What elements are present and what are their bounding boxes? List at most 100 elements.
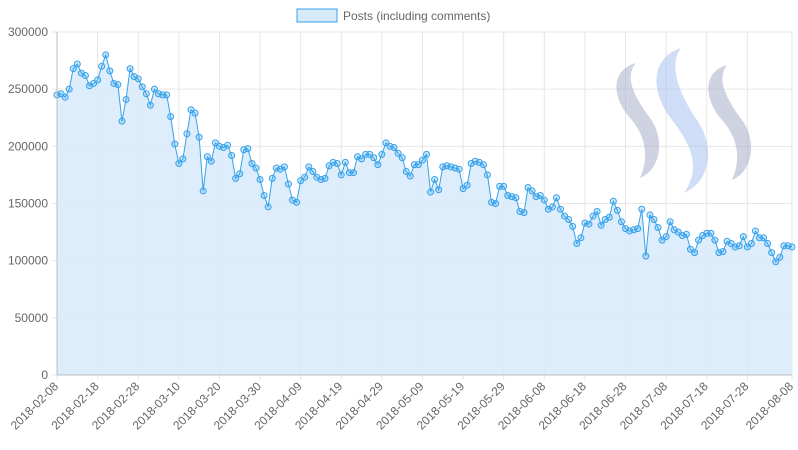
data-point[interactable] [264,203,272,211]
data-point[interactable] [341,158,349,166]
data-point[interactable] [167,113,175,121]
data-point[interactable] [402,167,410,175]
data-point[interactable] [707,229,715,237]
data-point[interactable] [65,85,73,93]
data-point[interactable] [224,141,232,149]
data-point[interactable] [666,218,674,226]
data-point[interactable] [609,197,617,205]
data-point[interactable] [577,234,585,242]
data-point[interactable] [191,109,199,117]
data-point[interactable] [747,240,755,248]
data-point[interactable] [463,181,471,189]
data-point[interactable] [134,75,142,83]
data-point[interactable] [589,212,597,220]
data-point[interactable] [228,151,236,159]
data-point[interactable] [138,83,146,91]
legend-swatch[interactable] [296,8,338,23]
data-point[interactable] [284,180,292,188]
data-point[interactable] [617,218,625,226]
data-point[interactable] [638,205,646,213]
data-point[interactable] [146,101,154,109]
data-point[interactable] [711,236,719,244]
legend[interactable]: Posts (including comments) [296,8,490,23]
data-point[interactable] [682,230,690,238]
data-point[interactable] [650,216,658,224]
data-point[interactable] [175,159,183,167]
data-point[interactable] [423,150,431,158]
data-point[interactable] [776,253,784,261]
data-point[interactable] [69,65,77,73]
data-point[interactable] [349,169,357,177]
data-point[interactable] [260,192,268,199]
data-point[interactable] [768,249,776,257]
data-point[interactable] [256,175,264,183]
data-point[interactable] [613,206,621,214]
data-point[interactable] [431,175,439,183]
data-point[interactable] [597,221,605,229]
data-point[interactable] [573,240,581,248]
data-point[interactable] [195,133,203,141]
data-point[interactable] [370,154,378,162]
data-point[interactable] [126,65,134,73]
data-point[interactable] [106,67,114,75]
data-point[interactable] [646,211,654,219]
data-point[interactable] [236,170,244,178]
data-point[interactable] [593,208,601,215]
data-point[interactable] [548,203,556,211]
data-point[interactable] [691,249,699,257]
data-point[interactable] [142,90,150,98]
data-point[interactable] [337,171,345,179]
data-point[interactable] [565,216,573,224]
data-point[interactable] [634,225,642,233]
data-point[interactable] [500,182,508,190]
data-point[interactable] [163,91,171,99]
data-point[interactable] [479,161,487,169]
data-point[interactable] [207,157,215,165]
data-point[interactable] [358,155,366,163]
data-point[interactable] [512,194,520,202]
data-point[interactable] [406,172,414,180]
data-point[interactable] [739,233,747,241]
data-point[interactable] [552,194,560,202]
data-point[interactable] [333,159,341,167]
data-point[interactable] [751,227,759,235]
data-point[interactable] [122,95,130,103]
data-point[interactable] [536,192,544,199]
data-point[interactable] [788,243,796,251]
data-point[interactable] [232,174,240,182]
data-point[interactable] [248,159,256,167]
data-point[interactable] [520,209,528,217]
data-point[interactable] [150,85,158,93]
data-point[interactable] [118,117,126,125]
data-point[interactable] [394,149,402,157]
data-point[interactable] [719,248,727,256]
data-point[interactable] [280,163,288,171]
data-point[interactable] [642,252,650,260]
data-point[interactable] [492,200,500,207]
data-point[interactable] [772,258,780,266]
data-point[interactable] [268,174,276,182]
data-point[interactable] [94,76,102,84]
data-point[interactable] [374,161,382,169]
data-point[interactable] [662,233,670,241]
data-point[interactable] [390,143,398,151]
data-point[interactable] [309,167,317,175]
data-point[interactable] [378,150,386,158]
data-point[interactable] [199,187,207,195]
data-point[interactable] [301,173,309,181]
data-point[interactable] [73,60,81,68]
data-point[interactable] [98,62,106,70]
data-point[interactable] [252,164,260,172]
data-point[interactable] [414,161,422,169]
data-point[interactable] [557,205,565,213]
data-point[interactable] [321,174,329,182]
data-point[interactable] [398,154,406,162]
data-point[interactable] [418,156,426,164]
data-point[interactable] [183,130,191,138]
data-point[interactable] [102,51,110,59]
legend-label[interactable]: Posts (including comments) [343,9,490,23]
data-point[interactable] [483,171,491,179]
data-point[interactable] [81,71,89,79]
data-point[interactable] [585,220,593,228]
data-point[interactable] [605,213,613,221]
